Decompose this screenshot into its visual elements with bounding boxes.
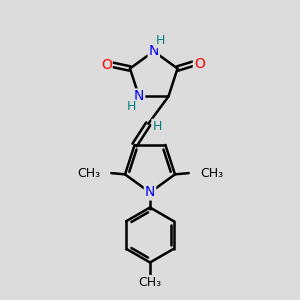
Text: H: H	[152, 120, 162, 133]
Text: N: N	[145, 185, 155, 200]
Text: H: H	[126, 100, 136, 113]
Text: N: N	[134, 89, 144, 103]
Text: CH₃: CH₃	[77, 167, 100, 180]
Text: O: O	[194, 56, 205, 70]
Text: N: N	[148, 44, 159, 58]
Text: O: O	[101, 58, 112, 72]
Text: H: H	[155, 34, 165, 47]
Text: CH₃: CH₃	[138, 276, 162, 289]
Text: CH₃: CH₃	[200, 167, 223, 180]
